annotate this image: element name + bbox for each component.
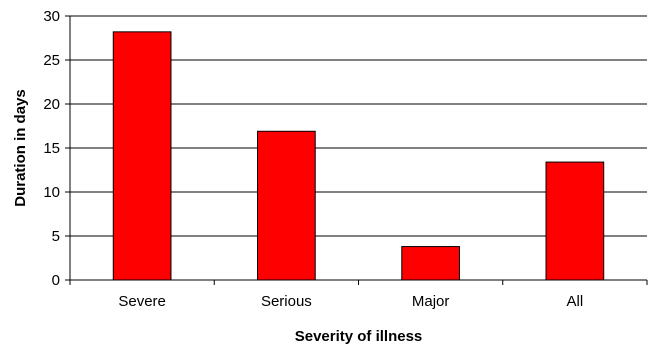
bar-severe bbox=[112, 31, 172, 281]
x-tick-label: All bbox=[567, 293, 584, 310]
x-axis-title: Severity of illness bbox=[295, 328, 423, 345]
y-axis-title: Duration in days bbox=[12, 89, 29, 207]
y-tick-label: 10 bbox=[43, 184, 60, 201]
y-tick-labels: 0 5 10 15 20 25 30 bbox=[43, 8, 60, 289]
y-tick-label: 0 bbox=[52, 272, 60, 289]
y-tick-label: 5 bbox=[52, 228, 60, 245]
bar-all bbox=[545, 161, 605, 281]
x-tick-labels: Severe Serious Major All bbox=[118, 293, 583, 310]
bar-major bbox=[401, 246, 460, 281]
y-tick-label: 20 bbox=[43, 96, 60, 113]
axes bbox=[65, 15, 648, 285]
y-tick-label: 25 bbox=[43, 52, 60, 69]
y-tick-label: 15 bbox=[43, 140, 60, 157]
x-tick-label: Serious bbox=[261, 293, 312, 310]
x-tick-label: Major bbox=[412, 293, 450, 310]
bar-serious bbox=[257, 130, 316, 281]
y-tick-label: 30 bbox=[43, 8, 60, 25]
bars bbox=[112, 31, 605, 281]
x-tick-label: Severe bbox=[118, 293, 166, 310]
